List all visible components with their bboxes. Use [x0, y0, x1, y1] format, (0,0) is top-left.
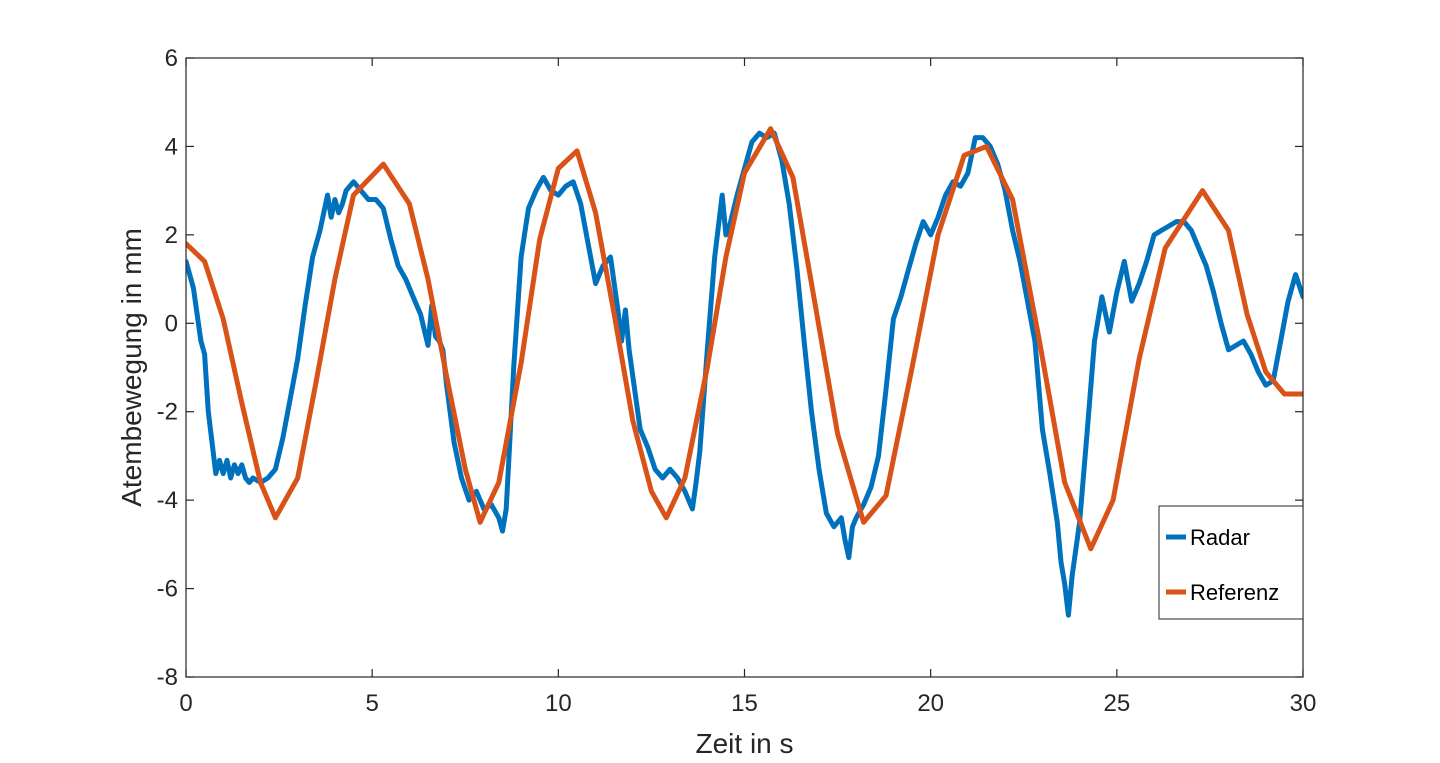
legend-label-referenz: Referenz	[1190, 580, 1279, 605]
series-line-radar	[186, 130, 1303, 618]
x-tick-label: 5	[365, 690, 378, 717]
legend: Radar Referenz	[1158, 505, 1304, 620]
x-tick-label: 15	[731, 690, 758, 717]
y-tick-label: 0	[165, 310, 178, 337]
series-line-referenz	[186, 126, 1303, 552]
y-tick-label: 2	[165, 222, 178, 249]
y-tick-label: -4	[157, 487, 178, 514]
y-tick-label: 4	[165, 133, 178, 160]
y-tick-label: -6	[157, 576, 178, 603]
y-tick-label: -8	[157, 664, 178, 691]
x-tick-label: 0	[179, 690, 192, 717]
x-tick-label: 20	[917, 690, 944, 717]
x-tick-label: 30	[1290, 690, 1317, 717]
x-axis-title: Zeit in s	[695, 728, 793, 759]
x-tick-label: 25	[1103, 690, 1130, 717]
y-tick-label: -2	[157, 399, 178, 426]
tick-layer: 0 5 10 15 20 25 30 -8 -6 -4 -2 0 2 4 6	[157, 45, 1317, 717]
legend-box	[1158, 505, 1304, 620]
y-axis-title: Atembewegung in mm	[116, 228, 147, 507]
legend-label-radar: Radar	[1190, 525, 1250, 550]
series-layer	[186, 126, 1303, 618]
y-tick-label: 6	[165, 45, 178, 72]
x-tick-label: 10	[545, 690, 572, 717]
